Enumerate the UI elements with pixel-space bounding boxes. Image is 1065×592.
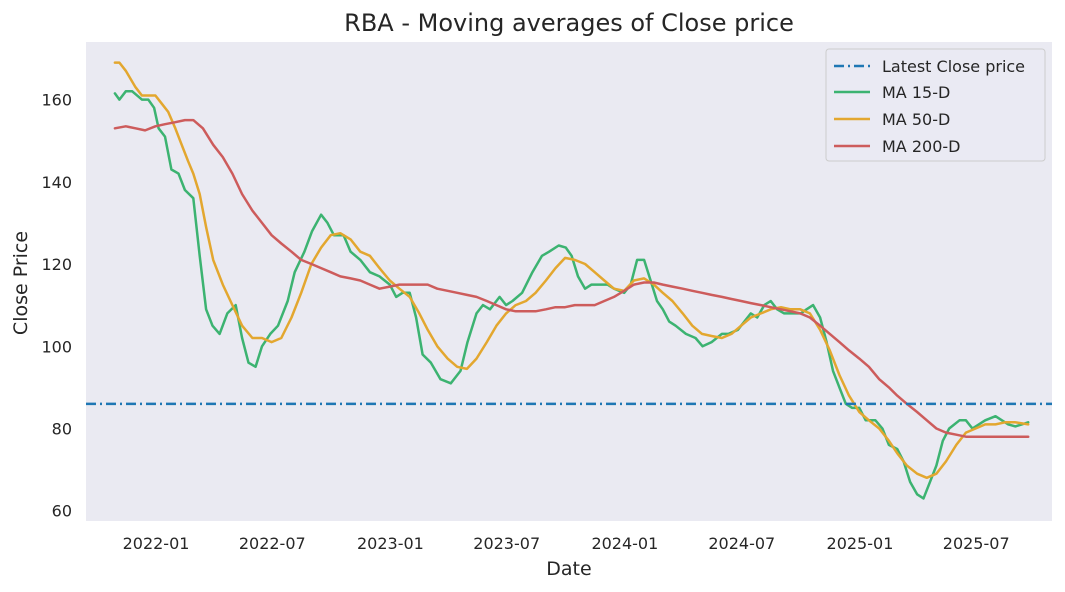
x-tick-label: 2025-07 xyxy=(943,534,1010,553)
plot-content xyxy=(86,61,1052,500)
y-tick-label: 80 xyxy=(52,419,72,438)
legend-label-ma15: MA 15-D xyxy=(882,83,950,102)
y-axis-ticks: 60 80 100 120 140 160 xyxy=(41,91,72,521)
legend-box xyxy=(825,48,1046,162)
y-tick-label: 100 xyxy=(41,337,72,356)
series-line-ma-200-d xyxy=(113,118,1030,438)
y-tick-label: 60 xyxy=(52,502,72,521)
x-tick-label: 2023-07 xyxy=(473,534,540,553)
x-tick-label: 2022-07 xyxy=(239,534,306,553)
legend-label-ma50: MA 50-D xyxy=(882,110,950,129)
x-tick-label: 2025-01 xyxy=(827,534,894,553)
y-axis-label: Close Price xyxy=(10,231,32,335)
chart-title: RBA - Moving averages of Close price xyxy=(344,9,794,37)
x-axis-ticks: 2022-01 2022-07 2023-01 2023-07 2024-01 2024-… xyxy=(123,534,1010,553)
x-tick-label: 2022-01 xyxy=(123,534,190,553)
y-tick-label: 120 xyxy=(41,255,72,274)
legend: Latest Close price MA 15-D MA 50-D MA 20… xyxy=(825,48,1046,162)
x-axis-label: Date xyxy=(546,558,591,580)
y-tick-label: 140 xyxy=(41,173,72,192)
x-tick-label: 2023-01 xyxy=(357,534,424,553)
legend-label-ma200: MA 200-D xyxy=(882,137,960,156)
x-tick-label: 2024-07 xyxy=(708,534,775,553)
x-tick-label: 2024-01 xyxy=(591,534,658,553)
legend-label-reference: Latest Close price xyxy=(882,57,1025,76)
y-tick-label: 160 xyxy=(41,91,72,110)
series-line-ma-50-d xyxy=(113,61,1030,480)
